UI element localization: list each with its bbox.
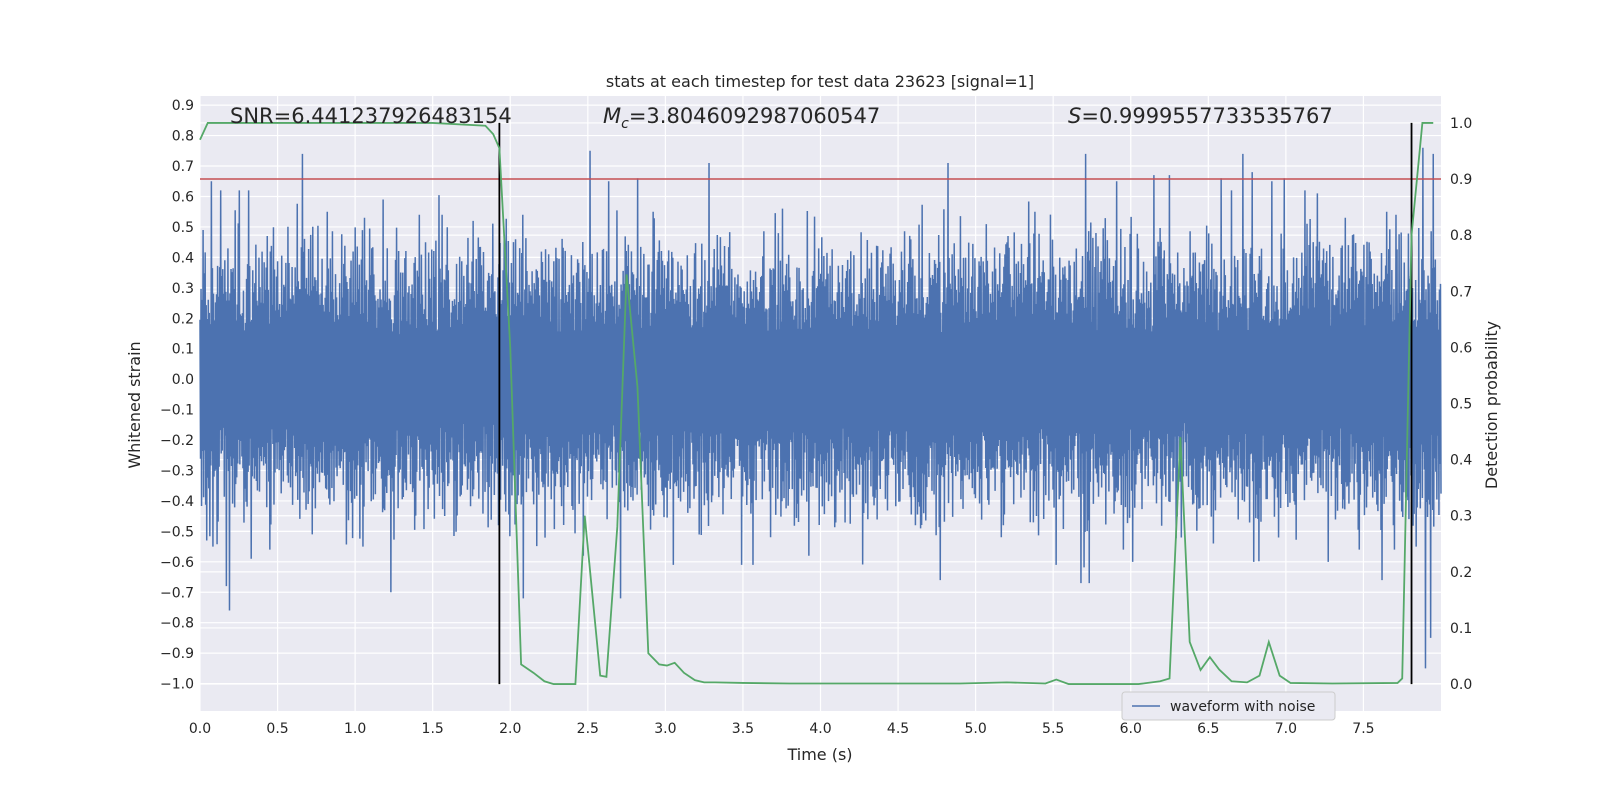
x-tick-label: 6.0: [1120, 721, 1142, 737]
chirp-mass-subscript: c: [621, 116, 629, 132]
y-tick-label: 0.7: [172, 159, 194, 175]
x-tick-label: 3.0: [654, 721, 676, 737]
x-tick-label: 0.5: [266, 721, 288, 737]
y-tick-label: −0.2: [160, 433, 194, 449]
y-axis-ticks: −1.0 −0.9 −0.8 −0.7 −0.6 −0.5 −0.4 −0.3 −0.2 −0.1…: [160, 98, 194, 692]
x-tick-label: 6.5: [1197, 721, 1219, 737]
y2-tick-label: 0.0: [1450, 677, 1472, 693]
y2-axis-label: Detection probability: [1482, 321, 1501, 489]
y-tick-label: 0.6: [172, 189, 194, 205]
y2-tick-label: 0.5: [1450, 397, 1472, 413]
y-tick-label: −0.5: [160, 524, 194, 540]
x-tick-label: 7.0: [1275, 721, 1297, 737]
y-tick-label: −0.8: [160, 616, 194, 632]
chirp-mass-value: =3.8046092987060547: [629, 104, 880, 128]
y-tick-label: −0.9: [160, 646, 194, 662]
y-tick-label: −0.6: [160, 555, 194, 571]
x-axis-ticks: 0.0 0.5 1.0 1.5 2.0 2.5 3.0 3.5 4.0 4.5 5.0 5.5 6.0 6…: [189, 721, 1375, 737]
y-tick-label: −0.1: [160, 403, 194, 419]
waveform-series: [199, 147, 1442, 669]
score-annotation: S=0.9999557733535767: [1068, 104, 1333, 128]
y2-tick-label: 0.1: [1450, 621, 1472, 637]
chirp-mass-symbol: M: [603, 104, 621, 128]
y-tick-label: 0.2: [172, 311, 194, 327]
x-tick-label: 5.5: [1042, 721, 1064, 737]
y-tick-label: 0.3: [172, 281, 194, 297]
score-symbol: S: [1068, 104, 1081, 128]
x-tick-label: 4.5: [887, 721, 909, 737]
waveform-line: [199, 147, 1442, 669]
x-tick-label: 5.0: [964, 721, 986, 737]
probability-line: [199, 122, 1434, 685]
y2-tick-label: 0.8: [1450, 228, 1472, 244]
x-tick-label: 0.0: [189, 721, 211, 737]
legend-label: waveform with noise: [1170, 699, 1315, 715]
x-tick-label: 4.0: [809, 721, 831, 737]
y2-tick-label: 0.4: [1450, 453, 1472, 469]
x-tick-label: 7.5: [1352, 721, 1374, 737]
y-tick-label: 0.4: [172, 250, 194, 266]
y-axis-label: Whitened strain: [125, 341, 144, 468]
legend: waveform with noise: [1121, 691, 1336, 721]
y2-tick-label: 0.9: [1450, 172, 1472, 188]
y2-tick-label: 1.0: [1450, 116, 1472, 132]
y-tick-label: 0.1: [172, 342, 194, 358]
y2-tick-label: 0.6: [1450, 340, 1472, 356]
x-tick-label: 2.0: [499, 721, 521, 737]
y-tick-label: −1.0: [160, 677, 194, 693]
y2-tick-label: 0.3: [1450, 509, 1472, 525]
x-tick-label: 2.5: [577, 721, 599, 737]
y2-axis-ticks: 0.0 0.1 0.2 0.3 0.4 0.5 0.6 0.7 0.8 0.9 1.0: [1450, 116, 1472, 693]
y-tick-label: −0.4: [160, 494, 194, 510]
x-tick-label: 3.5: [732, 721, 754, 737]
y2-tick-label: 0.2: [1450, 565, 1472, 581]
overlay: [199, 122, 1441, 685]
y-tick-label: −0.3: [160, 463, 194, 479]
score-value: =0.9999557733535767: [1081, 104, 1332, 128]
chirp-mass-annotation: Mc=3.8046092987060547: [603, 104, 880, 132]
legend-box: [1121, 691, 1336, 721]
snr-annotation: SNR=6.441237926483154: [230, 104, 512, 128]
y2-tick-label: 0.7: [1450, 284, 1472, 300]
y-tick-label: 0.8: [172, 129, 194, 145]
y-tick-label: 0.5: [172, 220, 194, 236]
x-axis-label: Time (s): [786, 745, 852, 764]
y-tick-label: 0.0: [172, 372, 194, 388]
y-tick-label: −0.7: [160, 585, 194, 601]
chart-title: stats at each timestep for test data 236…: [606, 72, 1034, 91]
x-tick-label: 1.5: [422, 721, 444, 737]
y-tick-label: 0.9: [172, 98, 194, 114]
x-tick-label: 1.0: [344, 721, 366, 737]
